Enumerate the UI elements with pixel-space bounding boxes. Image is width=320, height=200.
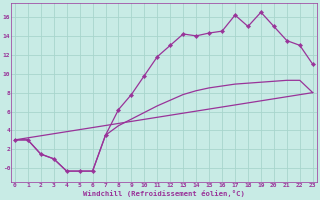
X-axis label: Windchill (Refroidissement éolien,°C): Windchill (Refroidissement éolien,°C)	[83, 190, 245, 197]
